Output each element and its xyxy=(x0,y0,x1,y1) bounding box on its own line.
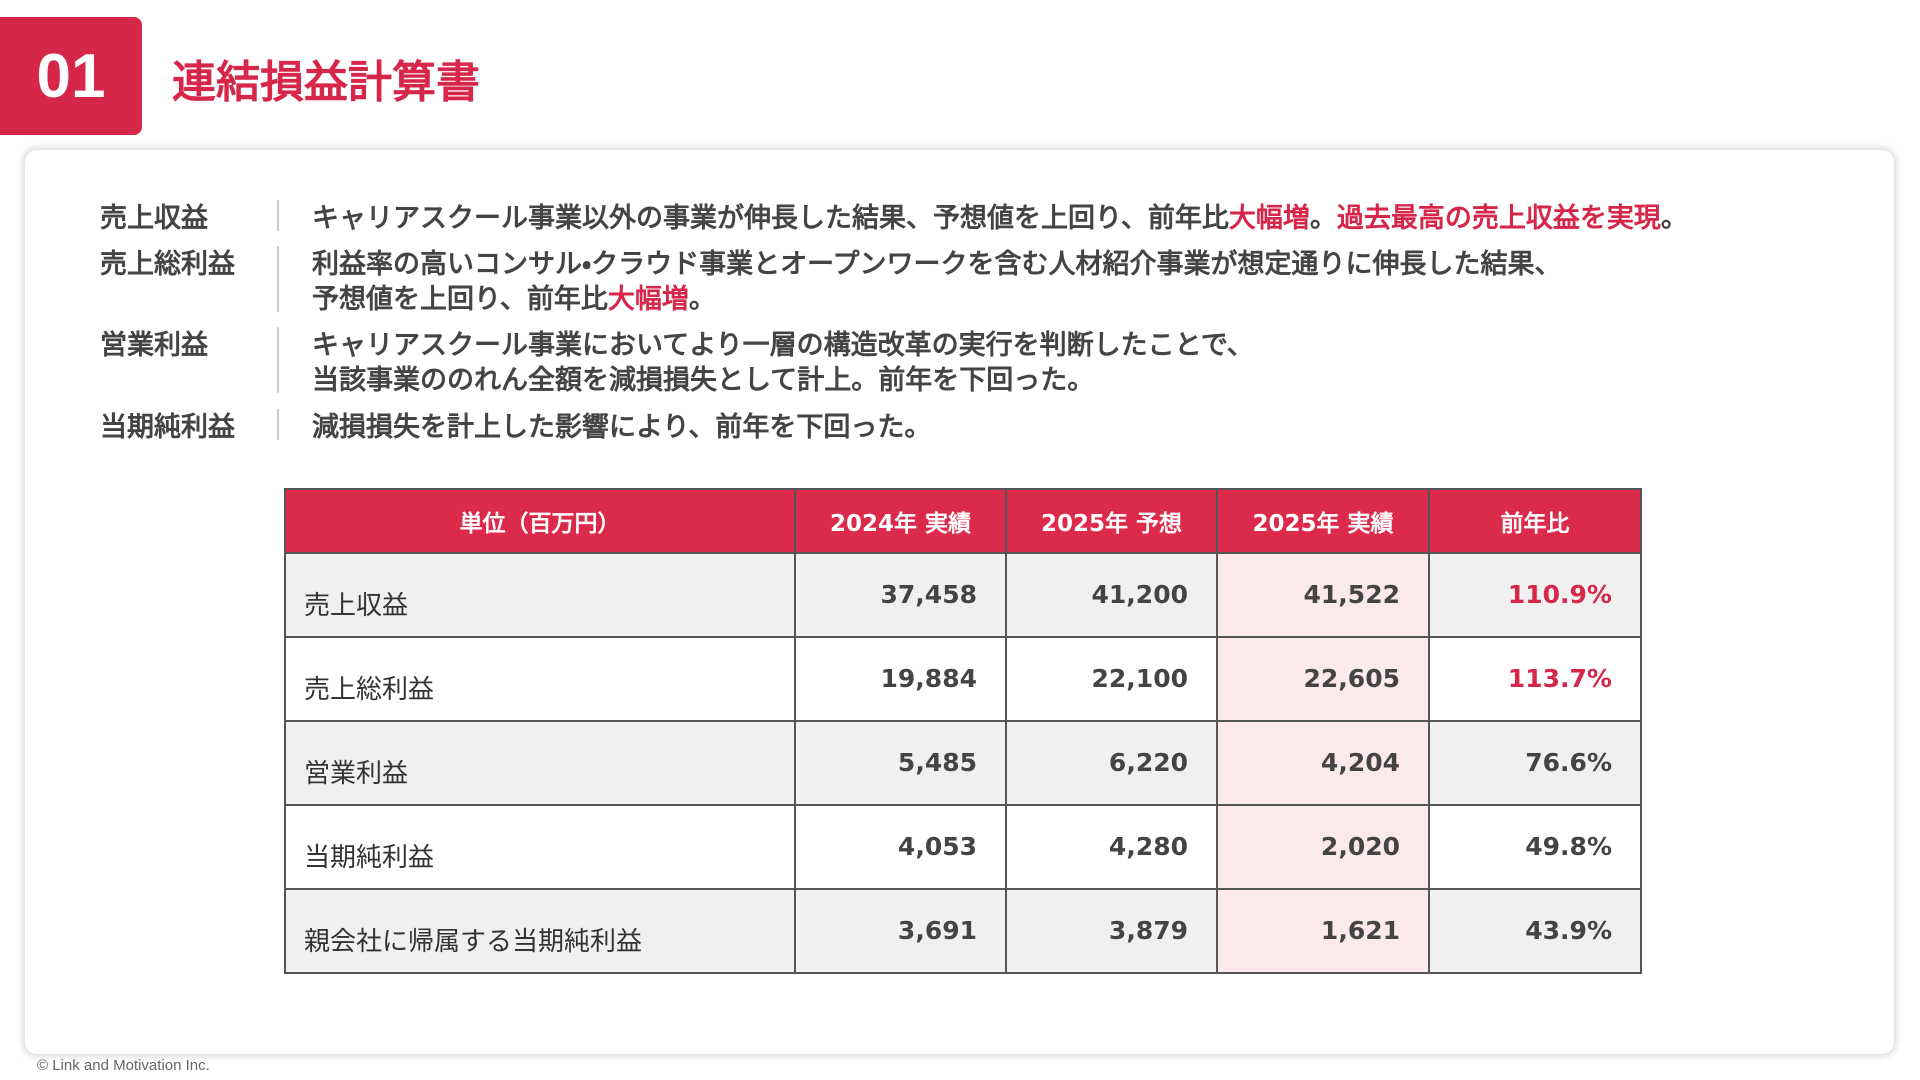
slide-title: 連結損益計算書 xyxy=(172,57,480,108)
table-cell: 3,691 xyxy=(794,888,1007,974)
row-label: 当期純利益 xyxy=(284,804,796,890)
row-label: 営業利益 xyxy=(284,720,796,806)
summary-label: 当期純利益 xyxy=(100,412,235,443)
table-cell: 3,879 xyxy=(1005,888,1218,974)
text-segment: 予想値を上回り、前年比 xyxy=(312,284,608,315)
table-cell: 4,280 xyxy=(1005,804,1218,890)
summary-text: キャリアスクール事業においてより一層の構造改革の実行を判断したことで、 xyxy=(312,323,1254,362)
table-cell: 4,204 xyxy=(1216,720,1430,806)
table-cell: 41,200 xyxy=(1005,552,1218,638)
section-number: 01 xyxy=(0,17,142,135)
text-segment: 当該事業ののれん全額を減損損失として計上。前年を下回った。 xyxy=(312,365,1095,396)
table-cell: 22,100 xyxy=(1005,636,1218,722)
column-header: 2025年 実績 xyxy=(1216,488,1430,554)
highlight-text: 過去最高の売上収益を実現 xyxy=(1336,203,1661,234)
row-label: 売上収益 xyxy=(284,552,796,638)
summary-text: 予想値を上回り、前年比大幅増。 xyxy=(312,277,716,316)
column-header: 単位（百万円） xyxy=(284,488,796,554)
table-cell: 113.7% xyxy=(1428,636,1642,722)
summary-label: 営業利益 xyxy=(100,330,208,361)
table-cell: 49.8% xyxy=(1428,804,1642,890)
table-cell: 76.6% xyxy=(1428,720,1642,806)
text-segment: 。 xyxy=(688,284,716,315)
summary-text: 利益率の高いコンサル・クラウド事業とオープンワークを含む人材紹介事業が想定通りに… xyxy=(312,242,1562,281)
row-label: 親会社に帰属する当期純利益 xyxy=(284,888,796,974)
column-header: 2024年 実績 xyxy=(794,488,1007,554)
table-cell: 22,605 xyxy=(1216,636,1430,722)
table-cell: 6,220 xyxy=(1005,720,1218,806)
text-segment: 。 xyxy=(1309,203,1337,234)
text-segment: 減損損失を計上した影響により、前年を下回った。 xyxy=(312,412,932,443)
summary-label: 売上収益 xyxy=(100,203,208,234)
separator xyxy=(277,327,279,393)
table-cell: 19,884 xyxy=(794,636,1007,722)
table-cell: 2,020 xyxy=(1216,804,1430,890)
table-cell: 1,621 xyxy=(1216,888,1430,974)
table-cell: 4,053 xyxy=(794,804,1007,890)
table-cell: 110.9% xyxy=(1428,552,1642,638)
text-segment: キャリアスクール事業以外の事業が伸長した結果、予想値を上回り、前年比 xyxy=(312,203,1229,234)
table-cell: 37,458 xyxy=(794,552,1007,638)
text-segment: 利益率の高いコンサル・クラウド事業とオープンワークを含む人材紹介事業が想定通りに… xyxy=(312,249,1562,280)
copyright: © Link and Motivation Inc. xyxy=(37,1057,210,1074)
table-cell: 41,522 xyxy=(1216,552,1430,638)
row-label: 売上総利益 xyxy=(284,636,796,722)
separator xyxy=(277,409,279,440)
summary-text: キャリアスクール事業以外の事業が伸長した結果、予想値を上回り、前年比大幅増。過去… xyxy=(312,196,1688,235)
highlight-text: 大幅増 xyxy=(1228,203,1310,234)
separator xyxy=(277,246,279,312)
summary-text: 減損損失を計上した影響により、前年を下回った。 xyxy=(312,405,931,444)
highlight-text: 大幅増 xyxy=(607,284,689,315)
text-segment: キャリアスクール事業においてより一層の構造改革の実行を判断したことで、 xyxy=(312,330,1254,361)
table-cell: 5,485 xyxy=(794,720,1007,806)
column-header: 前年比 xyxy=(1428,488,1642,554)
text-segment: 。 xyxy=(1660,203,1688,234)
summary-label: 売上総利益 xyxy=(100,249,235,280)
table-cell: 43.9% xyxy=(1428,888,1642,974)
column-header: 2025年 予想 xyxy=(1005,488,1218,554)
separator xyxy=(277,200,279,231)
summary-text: 当該事業ののれん全額を減損損失として計上。前年を下回った。 xyxy=(312,358,1094,397)
